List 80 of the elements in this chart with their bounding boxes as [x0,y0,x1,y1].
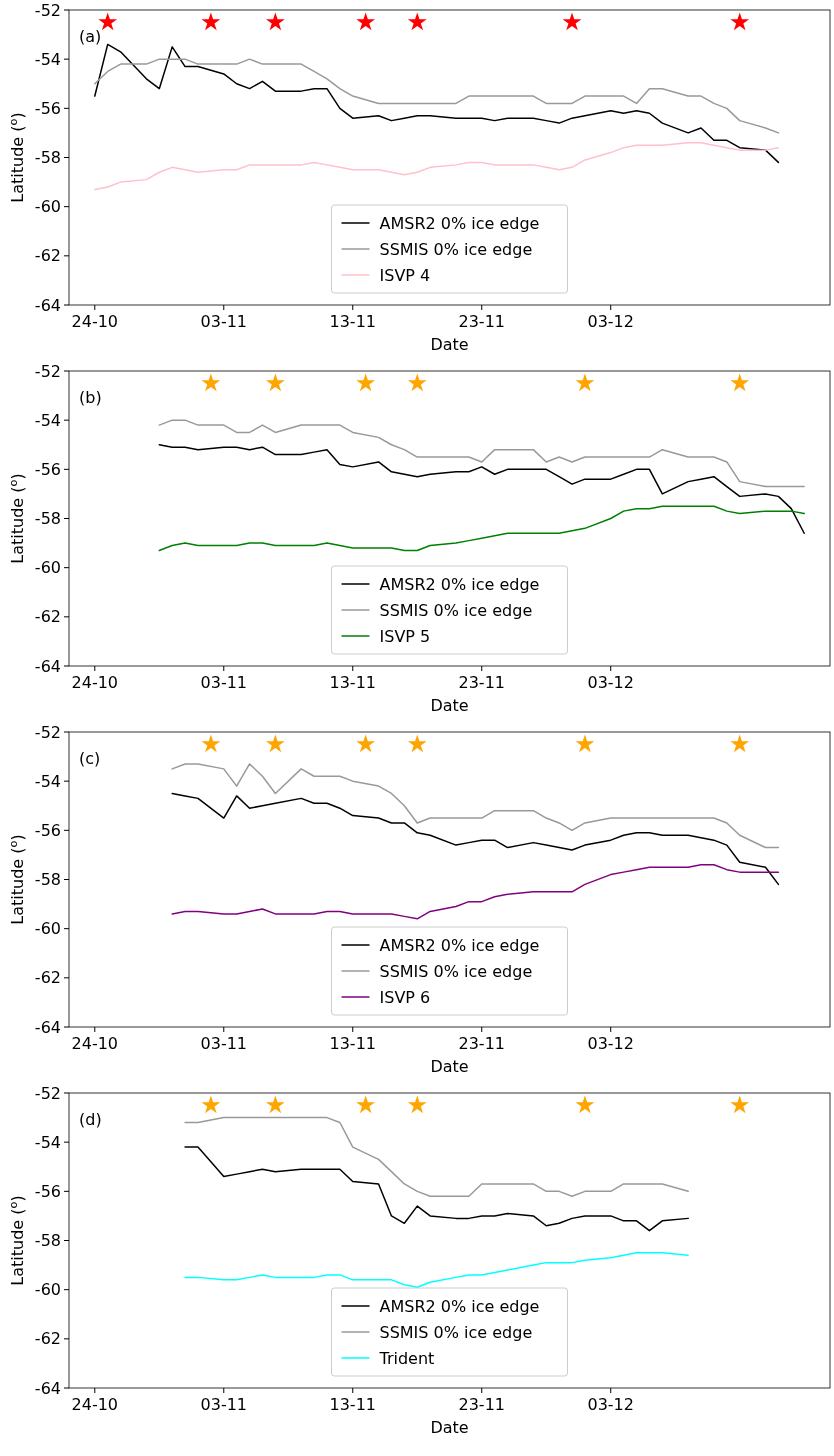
line-series [94,142,780,191]
x-tick-label: 23-11 [458,1395,505,1414]
annotation: (d) [79,1110,102,1129]
x-tick-label: 03-12 [587,1395,634,1414]
y-tick-label: -54 [34,1132,61,1152]
line-series [158,444,805,534]
y-tick-label: -64 [34,1017,61,1037]
line-series [184,1146,689,1232]
legend-label: AMSR2 0% ice edge [379,1296,540,1316]
x-tick-label: 03-11 [200,312,248,331]
line-series [94,43,780,164]
annotation: (a) [79,27,102,46]
annotation: (c) [79,749,101,768]
y-tick-label: -60 [34,197,61,217]
y-tick-label: -56 [34,98,61,118]
line-series [158,505,805,552]
y-tick-label: -60 [34,919,61,939]
x-tick-label: 23-11 [458,1034,505,1053]
y-tick-label: -52 [34,0,61,20]
y-tick-label: -56 [34,820,61,840]
x-tick-label: 13-11 [329,673,377,692]
x-tick-label: 24-10 [71,312,119,331]
legend-label: ISVP 4 [379,265,431,285]
y-tick-label: -62 [34,246,61,266]
annotation: (b) [79,388,102,407]
y-tick-label: -58 [34,1231,61,1251]
x-tick-label: 13-11 [329,312,377,331]
y-tick-label: -54 [34,771,61,791]
legend-label: AMSR2 0% ice edge [379,935,540,955]
y-tick-label: -62 [34,607,61,627]
legend-label: SSMIS 0% ice edge [379,1322,533,1342]
x-tick-label: 03-12 [587,673,634,692]
line-series [184,1252,689,1288]
legend-label: SSMIS 0% ice edge [379,239,533,259]
y-tick-label: -58 [34,870,61,890]
x-axis-title: Date [430,335,469,354]
legend-label: AMSR2 0% ice edge [379,574,540,594]
legend-label: AMSR2 0% ice edge [379,213,540,233]
x-axis-title: Date [430,696,469,715]
x-tick-label: 03-11 [200,673,248,692]
legend-label: SSMIS 0% ice edge [379,961,533,981]
y-tick-label: -64 [34,656,61,676]
legend-label: Trident [378,1348,435,1368]
y-tick-label: -54 [34,49,61,69]
line-series [171,792,780,886]
y-tick-label: -56 [34,1181,61,1201]
y-tick-label: -62 [34,1329,61,1349]
x-tick-label: 03-11 [200,1395,248,1414]
y-tick-label: -52 [34,1083,61,1103]
y-tick-label: -64 [34,1378,61,1398]
y-tick-label: -60 [34,558,61,578]
y-tick-label: -58 [34,509,61,529]
line-series [171,763,780,849]
x-tick-label: 13-11 [329,1034,377,1053]
y-tick-label: -60 [34,1280,61,1300]
x-axis-title: Date [430,1418,469,1437]
y-tick-label: -64 [34,295,61,315]
y-tick-label: -56 [34,459,61,479]
x-tick-label: 03-11 [200,1034,248,1053]
line-series [184,1116,689,1197]
x-tick-label: 24-10 [71,1034,119,1053]
y-tick-label: -58 [34,148,61,168]
legend-label: SSMIS 0% ice edge [379,600,533,620]
x-tick-label: 24-10 [71,1395,119,1414]
x-tick-label: 24-10 [71,673,119,692]
x-tick-label: 03-12 [587,312,634,331]
legend-label: ISVP 5 [379,626,431,646]
legend-label: ISVP 6 [379,987,431,1007]
line-series [94,58,780,134]
line-series [171,864,780,920]
y-tick-label: -52 [34,722,61,742]
x-tick-label: 23-11 [458,312,505,331]
x-axis-title: Date [430,1057,469,1076]
x-tick-label: 13-11 [329,1395,377,1414]
y-tick-label: -62 [34,968,61,988]
line-series [158,419,805,488]
y-tick-label: -54 [34,410,61,430]
y-tick-label: -52 [34,361,61,381]
x-tick-label: 03-12 [587,1034,634,1053]
x-tick-label: 23-11 [458,673,505,692]
